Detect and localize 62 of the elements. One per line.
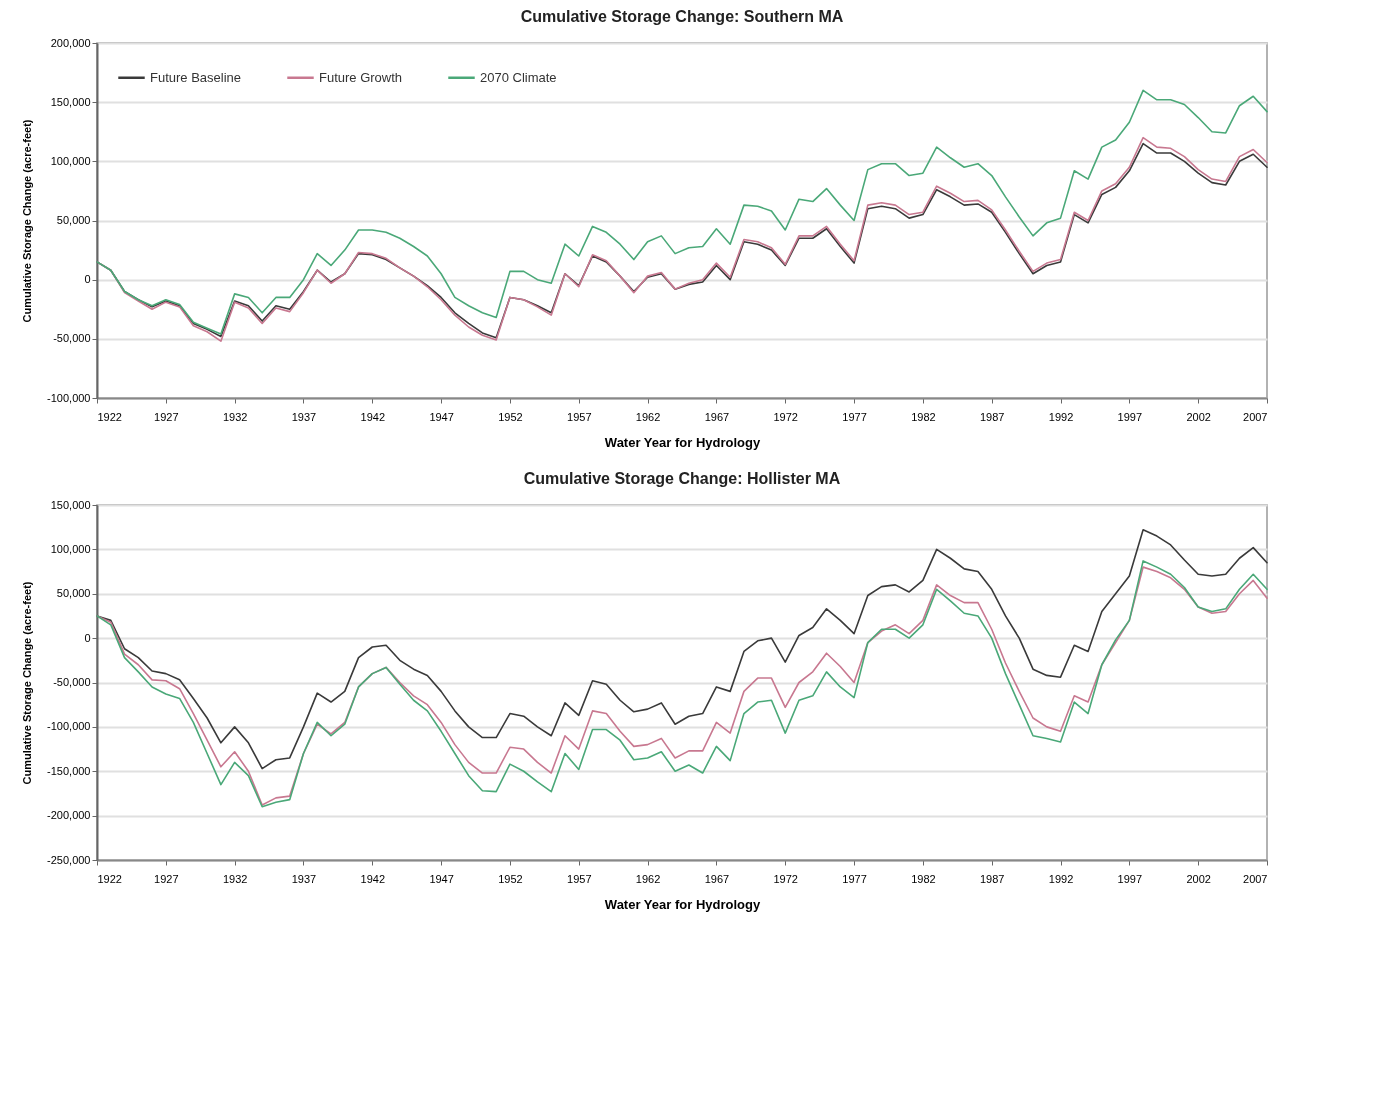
x-tick-label: 1927 <box>154 872 179 885</box>
x-tick-label: 1987 <box>979 410 1005 423</box>
x-tick-label: 2002 <box>1186 872 1211 885</box>
x-tick-label: 2007 <box>1243 872 1268 885</box>
y-tick-label: -50,000 <box>53 332 91 345</box>
y-tick-label: -50,000 <box>53 676 91 688</box>
x-tick-label: 1947 <box>429 410 454 423</box>
x-tick-label: 1962 <box>635 872 661 885</box>
y-axis-title: Cumulative Storage Change (acre-feet) <box>21 119 34 323</box>
y-tick-label: 50,000 <box>56 214 91 226</box>
x-tick-label: 1932 <box>222 872 248 885</box>
y-tick-label: -100,000 <box>47 720 91 733</box>
x-tick-label: 1942 <box>360 872 386 885</box>
legend-label: Future Growth <box>319 69 403 85</box>
x-tick-label: 1957 <box>567 872 592 885</box>
x-tick-label: 1997 <box>1117 410 1143 423</box>
x-tick-label: 1997 <box>1117 872 1143 885</box>
x-tick-label: 1992 <box>1048 872 1074 885</box>
x-tick-label: 1967 <box>704 410 730 423</box>
x-tick-label: 1947 <box>429 872 454 885</box>
y-tick-label: 0 <box>84 273 91 286</box>
x-tick-label: 1972 <box>773 410 798 423</box>
x-tick-label: 1977 <box>842 872 867 885</box>
x-tick-label: 1982 <box>911 872 936 885</box>
y-tick-label: 100,000 <box>50 542 91 555</box>
x-tick-label: 1992 <box>1048 410 1074 423</box>
y-tick-label: 200,000 <box>50 36 91 49</box>
line-series <box>96 89 1268 335</box>
y-tick-label: -250,000 <box>47 853 91 866</box>
y-tick-label: 0 <box>84 631 91 644</box>
x-tick-label: 1937 <box>291 872 317 885</box>
x-tick-label: 1927 <box>154 410 179 423</box>
x-tick-label: 1922 <box>97 410 122 423</box>
x-tick-label: 1972 <box>773 872 798 885</box>
x-tick-label: 1977 <box>842 410 867 423</box>
x-tick-label: 1987 <box>979 872 1005 885</box>
y-tick-label: 150,000 <box>50 498 91 511</box>
x-tick-label: 1952 <box>498 872 523 885</box>
y-tick-label: -200,000 <box>47 809 91 822</box>
x-tick-label: 1962 <box>635 410 661 423</box>
x-tick-label: 1982 <box>911 410 936 423</box>
x-tick-label: 1952 <box>498 410 523 423</box>
x-tick-label: 1967 <box>704 872 730 885</box>
x-axis-title: Water Year for Hydrology <box>604 434 761 450</box>
x-tick-label: 1957 <box>567 410 592 423</box>
chart-title: Cumulative Storage Change: Southern MA <box>520 8 844 25</box>
chart-title: Cumulative Storage Change: Hollister MA <box>523 470 841 487</box>
x-tick-label: 1937 <box>291 410 317 423</box>
legend-label: Future Baseline <box>150 69 242 85</box>
x-tick-label: 2007 <box>1243 410 1268 423</box>
x-tick-label: 1922 <box>97 872 122 885</box>
x-tick-label: 1932 <box>222 410 248 423</box>
x-axis-title: Water Year for Hydrology <box>604 896 761 912</box>
x-tick-label: 1942 <box>360 410 386 423</box>
x-tick-label: 2002 <box>1186 410 1211 423</box>
y-tick-label: -150,000 <box>47 764 91 777</box>
legend-label: 2070 Climate <box>480 69 557 85</box>
y-tick-label: 150,000 <box>50 95 91 108</box>
y-tick-label: 100,000 <box>50 154 91 167</box>
y-tick-label: 50,000 <box>56 587 91 600</box>
y-tick-label: -100,000 <box>47 391 91 404</box>
y-axis-title: Cumulative Storage Change (acre-feet) <box>21 581 34 785</box>
